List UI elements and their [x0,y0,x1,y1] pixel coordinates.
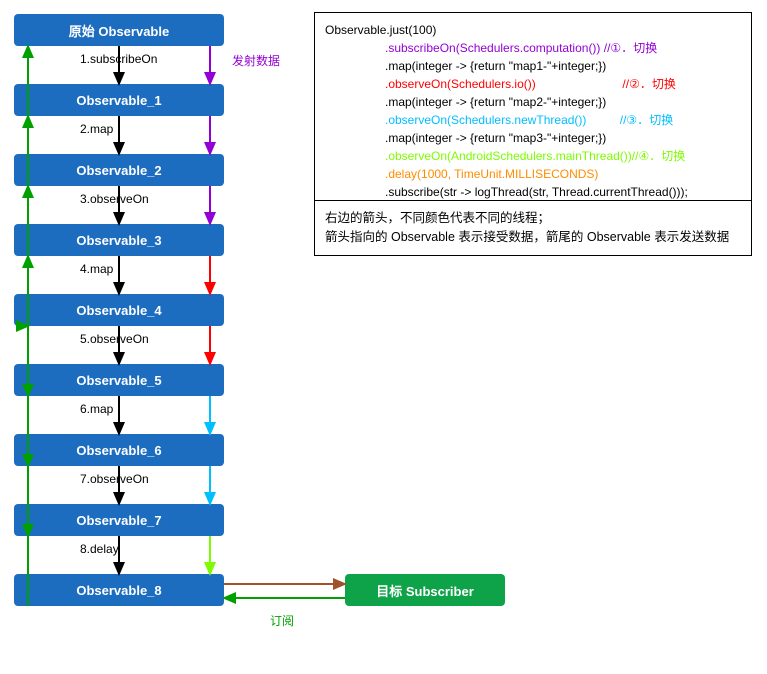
subscriber-node: 目标 Subscriber [345,574,505,606]
observable-node-n2: Observable_2 [14,154,224,186]
code-line-9: .subscribe(str -> logThread(str, Thread.… [325,183,741,201]
observable-node-n5: Observable_5 [14,364,224,396]
code-line-4: .map(integer -> {return "map2-"+integer;… [325,93,741,111]
edge-label-3: 3.observeOn [80,192,149,206]
observable-node-n1: Observable_1 [14,84,224,116]
code-line-0: Observable.just(100) [325,21,741,39]
code-line-1: .subscribeOn(Schedulers.computation()) /… [325,39,741,57]
observable-node-n8: Observable_8 [14,574,224,606]
edge-label-4: 4.map [80,262,113,276]
edge-label-2: 2.map [80,122,113,136]
edge-label-6: 6.map [80,402,113,416]
edge-label-0: 1.subscribeOn [80,52,157,66]
edge-label-5: 5.observeOn [80,332,149,346]
note-box: 右边的箭头，不同颜色代表不同的线程；箭头指向的 Observable 表示接受数… [314,200,752,256]
edge-label-7: 7.observeOn [80,472,149,486]
code-line-3: .observeOn(Schedulers.io()) //②．切换 [325,75,741,93]
observable-node-n3: Observable_3 [14,224,224,256]
code-line-6: .map(integer -> {return "map3-"+integer;… [325,129,741,147]
code-line-8: .delay(1000, TimeUnit.MILLISECONDS) [325,165,741,183]
edge-label-8: 8.delay [80,542,119,556]
observable-node-n0: 原始 Observable [14,14,224,46]
code-line-5: .observeOn(Schedulers.newThread()) //③．切… [325,111,741,129]
note-line-1: 右边的箭头，不同颜色代表不同的线程； [325,209,741,228]
observable-node-n6: Observable_6 [14,434,224,466]
code-box: Observable.just(100).subscribeOn(Schedul… [314,12,752,210]
observable-node-n4: Observable_4 [14,294,224,326]
edge-label-1: 发射数据 [232,52,280,69]
edge-label-9: 订阅 [270,612,294,629]
code-line-7: .observeOn(AndroidSchedulers.mainThread(… [325,147,741,165]
observable-node-n7: Observable_7 [14,504,224,536]
note-line-2: 箭头指向的 Observable 表示接受数据，箭尾的 Observable 表… [325,228,741,247]
code-line-2: .map(integer -> {return "map1-"+integer;… [325,57,741,75]
